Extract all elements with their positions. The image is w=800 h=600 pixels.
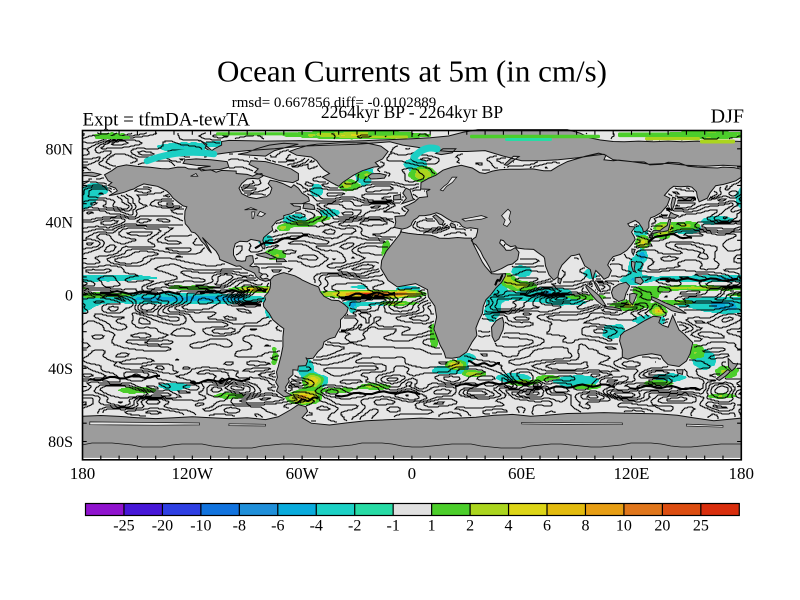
svg-text:-25: -25 <box>113 518 134 535</box>
svg-text:2: 2 <box>466 518 474 535</box>
svg-text:80S: 80S <box>48 434 73 451</box>
svg-text:180: 180 <box>729 464 755 483</box>
svg-text:120W: 120W <box>172 464 215 483</box>
svg-text:-8: -8 <box>233 518 246 535</box>
svg-text:60E: 60E <box>508 464 535 483</box>
svg-text:rmsd= 0.667856 diff= -0.010288: rmsd= 0.667856 diff= -0.0102889 <box>232 95 437 111</box>
svg-text:40S: 40S <box>48 361 73 378</box>
svg-text:Ocean Currents at 5m (in cm/s): Ocean Currents at 5m (in cm/s) <box>217 54 607 89</box>
svg-text:1: 1 <box>428 518 436 535</box>
svg-text:-6: -6 <box>271 518 284 535</box>
svg-text:4: 4 <box>505 518 513 535</box>
svg-text:0: 0 <box>408 464 417 483</box>
svg-text:25: 25 <box>693 518 709 535</box>
svg-text:120E: 120E <box>614 464 650 483</box>
svg-text:0: 0 <box>65 288 73 305</box>
svg-text:-2: -2 <box>348 518 361 535</box>
svg-text:40N: 40N <box>45 214 73 231</box>
svg-text:DJF: DJF <box>711 106 744 128</box>
svg-text:80N: 80N <box>45 141 73 158</box>
svg-text:Expt = tfmDA-tewTA: Expt = tfmDA-tewTA <box>83 110 251 131</box>
svg-text:10: 10 <box>616 518 632 535</box>
svg-text:20: 20 <box>654 518 670 535</box>
svg-text:-20: -20 <box>152 518 173 535</box>
svg-text:8: 8 <box>581 518 589 535</box>
svg-text:2264kyr BP - 2264kyr BP: 2264kyr BP - 2264kyr BP <box>321 102 503 122</box>
svg-text:6: 6 <box>543 518 551 535</box>
svg-text:-4: -4 <box>310 518 323 535</box>
svg-text:60W: 60W <box>286 464 320 483</box>
svg-text:180: 180 <box>70 464 96 483</box>
svg-text:-10: -10 <box>190 518 211 535</box>
svg-text:-1: -1 <box>387 518 400 535</box>
